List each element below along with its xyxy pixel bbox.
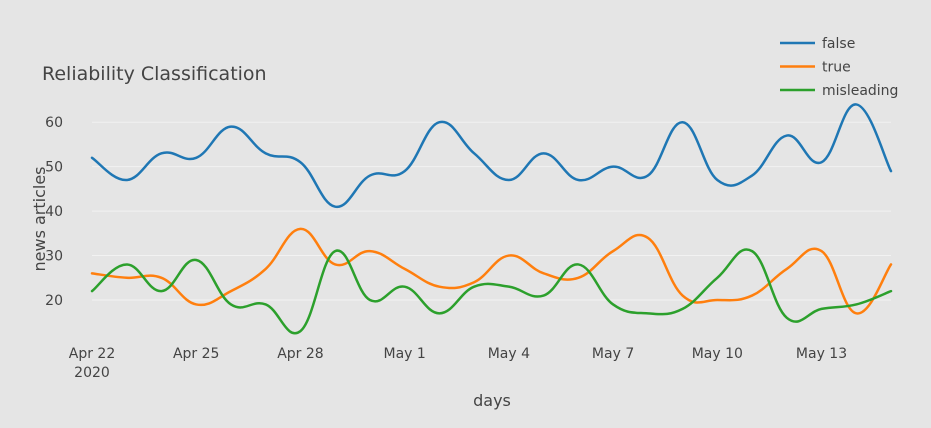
series-line-false	[90, 103, 893, 208]
legend-label: false	[822, 36, 855, 52]
x-tick-label: May 1	[383, 346, 425, 362]
x-tick-label: Apr 22	[69, 346, 115, 362]
series-line-true	[90, 227, 893, 315]
y-tick-label: 20	[45, 293, 63, 309]
x-tick-label: Apr 25	[173, 346, 219, 362]
y-tick-label: 30	[45, 249, 63, 265]
x-axis-title: days	[473, 391, 511, 410]
series-line-misleading	[90, 248, 893, 335]
series-lines	[90, 103, 893, 335]
legend-item-misleading[interactable]: misleading	[780, 83, 898, 99]
x-tick-label: May 4	[488, 346, 530, 362]
y-tick-label: 50	[45, 160, 63, 176]
y-tick-label: 60	[45, 115, 63, 131]
legend-item-false[interactable]: false	[780, 36, 855, 52]
chart-title: Reliability Classification	[42, 63, 267, 85]
legend[interactable]: false true misleading	[780, 36, 898, 99]
x-axis-ticks: Apr 22 2020 Apr 25 Apr 28 May 1 May 4 May 7 May…	[69, 346, 847, 381]
x-tick-label: Apr 28	[277, 346, 323, 362]
x-tick-sublabel: 2020	[74, 365, 110, 381]
x-tick-label: May 13	[796, 346, 847, 362]
legend-label: true	[822, 60, 851, 76]
legend-item-true[interactable]: true	[780, 60, 851, 76]
x-tick-label: May 10	[692, 346, 743, 362]
y-tick-label: 40	[45, 204, 63, 220]
legend-label: misleading	[822, 83, 898, 99]
y-axis-title: news articles	[30, 166, 49, 271]
x-tick-label: May 7	[592, 346, 634, 362]
y-axis-ticks: 20 30 40 50 60	[45, 115, 63, 309]
